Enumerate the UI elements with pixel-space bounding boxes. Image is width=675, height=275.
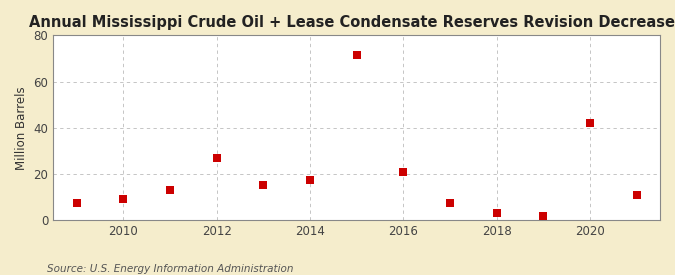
Point [258,183,269,188]
Point [585,121,595,125]
Point [398,169,409,174]
Point [211,156,222,160]
Point [72,201,82,205]
Text: Source: U.S. Energy Information Administration: Source: U.S. Energy Information Administ… [47,264,294,274]
Point [491,211,502,215]
Point [445,201,456,205]
Point [631,192,642,197]
Y-axis label: Million Barrels: Million Barrels [15,86,28,170]
Point [304,178,315,182]
Point [538,213,549,218]
Title: Annual Mississippi Crude Oil + Lease Condensate Reserves Revision Decreases: Annual Mississippi Crude Oil + Lease Con… [29,15,675,30]
Point [118,197,129,202]
Point [165,188,176,192]
Point [351,53,362,57]
